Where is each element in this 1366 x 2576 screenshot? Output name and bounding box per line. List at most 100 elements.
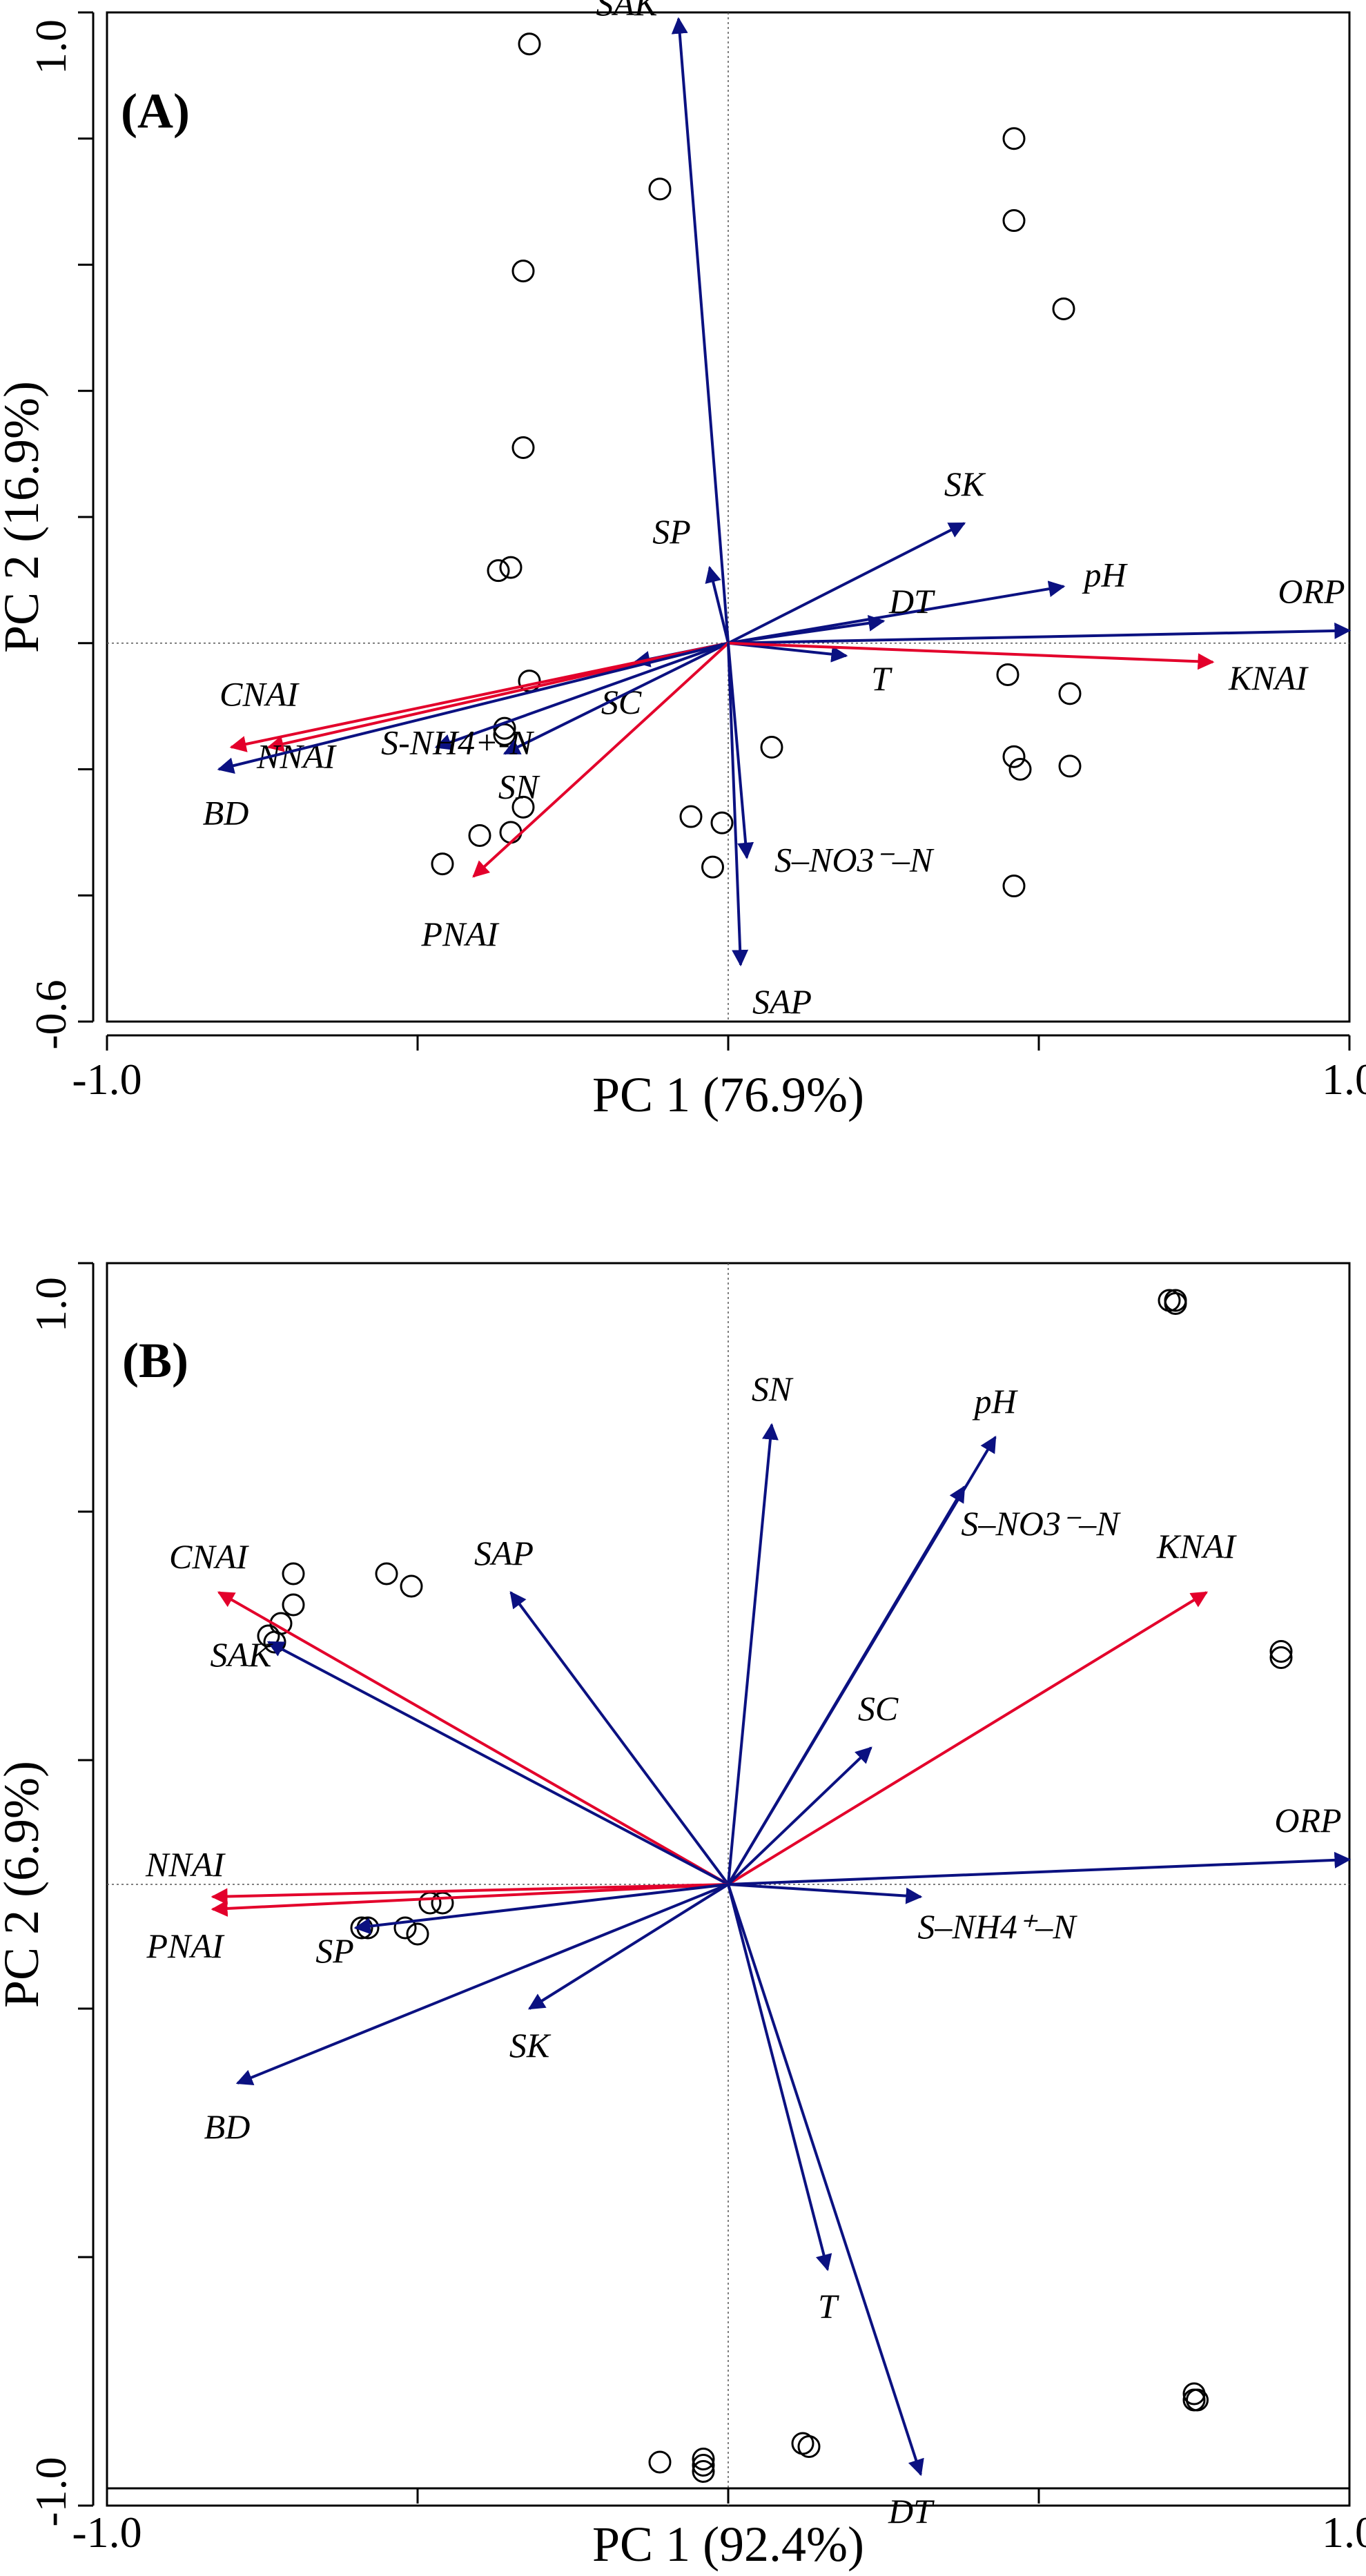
- loading-vector-sap: [509, 1591, 730, 1886]
- sample-point: [692, 2454, 715, 2477]
- y-tick-label-max: 1.0: [26, 19, 75, 75]
- vector-label: S–NO3⁻–N: [961, 1504, 1121, 1543]
- vector-label: S–NH4⁺–N: [917, 1907, 1077, 1946]
- sample-point: [400, 1574, 423, 1598]
- vector-label: ORP: [1278, 572, 1345, 610]
- loading-vector-sp: [353, 1883, 729, 1935]
- vector-label: KNAI: [1228, 658, 1309, 697]
- sample-point: [511, 795, 535, 819]
- y-tick-label-min: -1.0: [26, 2457, 75, 2526]
- x-tick-label-max: 1.0: [1322, 1055, 1366, 1104]
- vector-label: SK: [944, 465, 986, 503]
- vector-label: pH: [972, 1382, 1018, 1421]
- vector-label: SN: [752, 1369, 794, 1408]
- sample-point: [996, 663, 1019, 686]
- sample-point: [1164, 1289, 1187, 1312]
- loading-vector-knai: [727, 1591, 1209, 1886]
- sample-point: [511, 436, 535, 459]
- loading-vector-s-nh4-n: [434, 641, 729, 750]
- loading-vector-s-no3-n: [727, 1485, 966, 1886]
- sample-point: [648, 177, 672, 201]
- vector-label: DT: [888, 2492, 935, 2530]
- biplot-panel-b: -1.0 1.0 1.0 -1.0 PC 1 (92.4%) PC 2 (6.9%) (B)…: [0, 1262, 1366, 2572]
- sample-point: [431, 1891, 454, 1915]
- vector-label: CNAI: [219, 675, 300, 714]
- sample-point: [1002, 209, 1026, 233]
- loading-vector-sap: [727, 643, 749, 967]
- sample-point: [468, 823, 491, 847]
- sample-point: [1058, 754, 1082, 778]
- vector-label: SAP: [474, 1534, 534, 1572]
- loading-vector-dt: [727, 1884, 924, 2477]
- y-axis-title: PC 2 (6.9%): [0, 1761, 49, 2008]
- sample-point: [1052, 297, 1075, 320]
- vector-label: SP: [315, 1931, 354, 1970]
- sample-point: [431, 852, 454, 876]
- loading-vector-t: [727, 1884, 832, 2272]
- sample-point: [493, 716, 516, 740]
- sample-point: [393, 1916, 417, 1940]
- vector-label: ORP: [1274, 1801, 1341, 1840]
- sample-point: [710, 811, 734, 835]
- sample-point: [511, 260, 535, 283]
- sample-point: [418, 1891, 442, 1915]
- vector-label: pH: [1082, 556, 1128, 594]
- x-tick-label-min: -1.0: [72, 2508, 142, 2557]
- loading-vector-s-no3-n: [727, 643, 754, 859]
- loading-vector-pnai: [211, 1883, 729, 1917]
- loading-vector-nnai: [266, 641, 729, 752]
- vector-label: SP: [652, 512, 691, 551]
- vector-label: T: [871, 659, 892, 698]
- sample-point: [1058, 682, 1082, 705]
- sample-point: [406, 1922, 429, 1946]
- panel-label: (A): [121, 84, 190, 139]
- vector-label: SK: [509, 2026, 552, 2065]
- loading-vector-sk: [527, 1883, 730, 2010]
- sample-point: [692, 2460, 715, 2483]
- x-tick-label-max: 1.0: [1322, 2508, 1366, 2557]
- vector-label: PNAI: [420, 915, 499, 953]
- loading-vector-sk: [728, 522, 966, 645]
- vector-label: DT: [888, 582, 935, 621]
- loading-vector-s-nh4-n: [728, 1883, 923, 1904]
- loading-vector-sak: [266, 1641, 729, 1886]
- loading-vector-sc: [727, 1746, 872, 1886]
- loading-vector-sp: [705, 565, 730, 644]
- loading-vector-dt: [728, 614, 886, 645]
- sample-point: [282, 1593, 305, 1617]
- x-tick-label-min: -1.0: [72, 1055, 142, 1104]
- vector-label: NNAI: [145, 1845, 226, 1884]
- loading-vector-sn: [503, 641, 729, 755]
- sample-point: [499, 556, 523, 579]
- sample-point: [679, 805, 703, 828]
- loading-vector-bd: [235, 1883, 729, 2086]
- loading-vector-sn: [727, 1423, 779, 1885]
- vector-label: T: [818, 2287, 839, 2325]
- loading-vector-knai: [728, 641, 1215, 670]
- loading-vector-nnai: [211, 1883, 729, 1905]
- sample-point: [350, 1916, 373, 1940]
- sample-point: [499, 821, 523, 844]
- sample-point: [1269, 1646, 1293, 1669]
- vector-label: BD: [204, 2107, 251, 2146]
- sample-point: [487, 559, 510, 583]
- loading-vector-sak: [671, 17, 730, 643]
- sample-point: [1002, 745, 1026, 768]
- y-tick-label-min: -0.6: [26, 979, 75, 1049]
- vector-label: SC: [858, 1689, 899, 1728]
- sample-point: [1269, 1640, 1293, 1663]
- y-tick-label-max: 1.0: [26, 1277, 75, 1332]
- sample-point: [1002, 875, 1026, 898]
- sample-point: [797, 2435, 821, 2458]
- sample-point: [760, 736, 783, 759]
- sample-point: [692, 2448, 715, 2470]
- sample-point: [1186, 2388, 1209, 2412]
- vector-label: PNAI: [146, 1926, 224, 1965]
- vector-label: S–NO3⁻–N: [774, 840, 935, 879]
- sample-point: [518, 32, 541, 56]
- loading-vector-pnai: [472, 642, 730, 878]
- panel-label: (B): [122, 1333, 188, 1388]
- biplot-panel-a: -1.0 1.0 1.0 -0.6 PC 1 (76.9%) PC 2 (16.9%) (A…: [0, 0, 1366, 1122]
- x-axis-title: PC 1 (76.9%): [592, 1067, 864, 1122]
